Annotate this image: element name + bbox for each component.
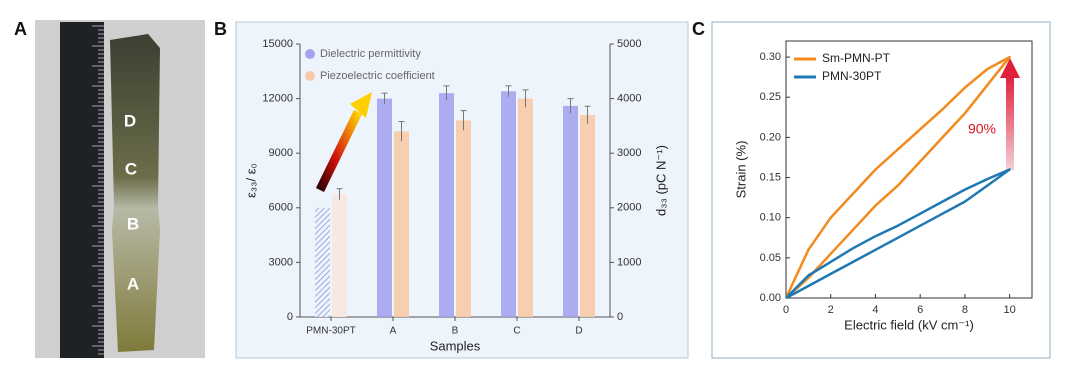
legend-label: PMN-30PT xyxy=(822,69,882,83)
annotation: 90% xyxy=(968,121,996,137)
x-tick-label: 6 xyxy=(917,304,923,316)
legend-label: Dielectric permittivity xyxy=(320,48,421,60)
increase-arrow-head xyxy=(1000,58,1020,78)
y-axis-title: ε₃₃/ ε₀ xyxy=(243,163,258,198)
bar xyxy=(501,91,516,317)
ruler-ticks xyxy=(92,25,104,355)
y2-tick-label: 3000 xyxy=(617,147,641,159)
ruler xyxy=(60,22,104,358)
bar xyxy=(580,114,595,317)
y2-tick-label: 2000 xyxy=(617,202,641,214)
bar xyxy=(439,93,454,317)
photo-label: C xyxy=(125,159,137,178)
y2-tick-label: 0 xyxy=(617,311,623,323)
x-tick-label: C xyxy=(513,326,520,337)
y-tick-label: 0.20 xyxy=(760,131,781,143)
bar xyxy=(315,207,330,317)
bar xyxy=(518,98,533,317)
bar xyxy=(377,98,392,317)
x-tick-label: 2 xyxy=(828,304,834,316)
data-line xyxy=(784,55,1011,299)
plot-frame xyxy=(785,40,1033,299)
crystal xyxy=(110,34,160,352)
legend-marker xyxy=(305,71,315,81)
y-tick-label: 9000 xyxy=(269,147,293,159)
bar xyxy=(456,120,471,317)
x-tick-label: PMN-30PT xyxy=(306,326,355,337)
x-tick-label: 0 xyxy=(783,304,789,316)
y-tick-label: 12000 xyxy=(262,93,293,105)
data-line xyxy=(785,168,1011,300)
y2-tick-label: 4000 xyxy=(617,93,641,105)
y-tick-label: 15000 xyxy=(262,38,293,50)
x-axis-title: Samples xyxy=(430,338,481,353)
y2-tick-label: 5000 xyxy=(617,38,641,50)
x-tick-label: A xyxy=(390,326,397,337)
y-tick-label: 0 xyxy=(287,311,293,323)
increase-arrow xyxy=(1006,76,1014,170)
trend-arrow xyxy=(315,110,363,192)
x-axis-title: Electric field (kV cm⁻¹) xyxy=(844,317,974,332)
y-tick-label: 6000 xyxy=(269,202,293,214)
x-tick-label: 4 xyxy=(872,304,878,316)
y-tick-label: 0.30 xyxy=(760,51,781,63)
x-tick-label: B xyxy=(452,326,459,337)
x-tick-label: 8 xyxy=(962,304,968,316)
y-tick-label: 0.10 xyxy=(760,212,781,224)
y-tick-label: 0.15 xyxy=(760,171,781,183)
y-tick-label: 0.25 xyxy=(760,91,781,103)
bar xyxy=(394,131,409,317)
photo-label: B xyxy=(127,214,139,233)
y-tick-label: 3000 xyxy=(269,256,293,268)
x-tick-label: D xyxy=(575,326,582,337)
y-tick-label: 0.05 xyxy=(760,252,781,264)
legend-label: Piezoelectric coefficient xyxy=(320,70,435,82)
photo-label: D xyxy=(124,111,136,130)
panel-letter: B xyxy=(214,19,227,39)
y2-tick-label: 1000 xyxy=(617,256,641,268)
trend-arrow-head xyxy=(350,92,372,118)
x-tick-label: 10 xyxy=(1004,304,1016,316)
legend-label: Sm-PMN-PT xyxy=(822,51,891,65)
bar xyxy=(563,105,578,317)
photo-label: A xyxy=(127,274,139,293)
y-tick-label: 0.00 xyxy=(760,292,781,304)
bar xyxy=(332,194,347,317)
y2-axis-title: d₃₃ (pC N⁻¹) xyxy=(653,145,668,216)
legend-marker xyxy=(305,49,315,59)
panel-letter: C xyxy=(692,19,705,39)
y-axis-title: Strain (%) xyxy=(733,141,748,199)
panel-letter: A xyxy=(14,19,27,39)
